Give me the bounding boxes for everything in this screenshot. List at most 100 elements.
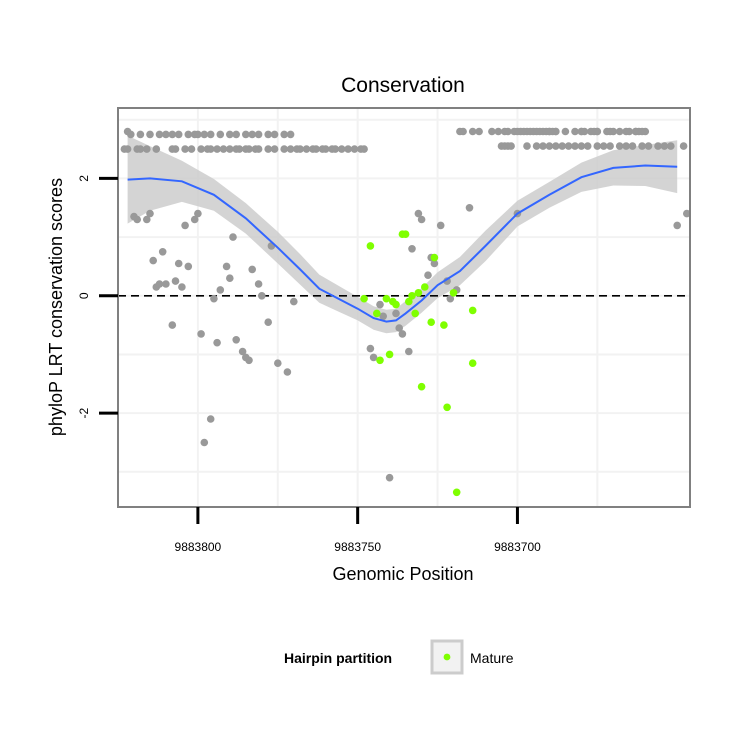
other-point [264,145,273,153]
other-point [583,142,592,150]
other-point [219,145,228,153]
other-point [385,473,394,482]
panel-border [117,107,691,508]
other-point [152,145,161,153]
other-point [174,130,183,139]
other-point [143,215,151,224]
other-point [194,209,202,218]
other-point [264,318,273,327]
y-axis-title: phyloP LRT conservation scores [46,178,66,436]
other-point [238,347,247,356]
other-point [245,145,253,153]
other-point [424,271,432,280]
other-point [158,248,167,256]
x-tick-label: 9883700 [494,540,541,554]
other-point [133,215,141,224]
mature-point [427,318,436,327]
legend-mature-swatch [443,653,451,661]
other-point [507,142,515,150]
other-point [184,130,193,139]
other-point [417,215,426,224]
other-point [210,294,218,303]
mature-point [452,488,461,497]
other-point [625,127,634,136]
other-point [398,330,407,338]
other-point [248,130,256,139]
other-point [136,145,145,153]
other-point [136,130,145,139]
other-point [376,300,384,309]
mature-points [360,230,477,497]
other-point [242,130,250,139]
other-point [539,142,547,150]
other-point [171,277,180,285]
other-point [206,130,215,139]
other-point [200,438,209,447]
other-point [660,142,669,150]
other-point [155,130,164,139]
other-point [232,336,240,344]
other-point [631,127,640,136]
other-point [296,145,304,153]
other-point [280,145,289,153]
other-point [280,130,289,139]
other-point [654,142,662,150]
y-axis: -2 0 2 [77,175,118,418]
other-point [321,145,330,153]
other-point [274,359,282,368]
other-point [149,256,157,265]
mature-point [468,359,477,368]
other-point [615,142,624,150]
other-point [206,145,215,153]
other-point [587,127,595,136]
chart-title: Conservation [341,74,465,97]
mature-point [385,350,394,359]
other-point [302,145,311,153]
other-point [577,142,586,150]
other-point [436,221,445,230]
other-point [465,204,474,212]
other-point [331,145,340,153]
other-point [488,127,496,136]
other-point [443,277,451,285]
other-point [558,142,566,150]
other-point [571,142,579,150]
other-point [593,142,602,150]
other-point [552,127,560,136]
y-tick-label: 2 [77,175,91,182]
other-point [254,130,263,139]
smooth-trend-line [127,164,678,323]
mature-point [421,283,429,291]
other-point [408,245,416,253]
other-point [290,297,298,306]
other-point [446,294,455,303]
other-point [226,274,234,283]
other-point [430,259,439,268]
mature-point [417,382,426,391]
other-point [194,130,202,139]
other-point [226,130,234,139]
other-point [216,130,225,139]
other-point [673,221,681,230]
legend-title: Hairpin partition [284,650,392,666]
other-point [475,127,483,136]
mature-point [408,292,416,300]
other-point [644,142,653,150]
other-point [580,127,589,136]
other-point [552,142,560,150]
other-point [344,145,352,153]
mature-point [366,242,375,250]
other-point [200,130,209,139]
other-point [254,145,263,153]
other-point [264,130,273,139]
other-point [628,142,637,150]
legend-key-box [430,639,464,675]
x-tick-label: 9883800 [175,540,222,554]
other-point [609,127,618,136]
other-point [283,368,292,376]
other-point [286,130,295,139]
mature-point [360,294,368,303]
other-point [350,145,359,153]
mature-point [443,403,451,412]
